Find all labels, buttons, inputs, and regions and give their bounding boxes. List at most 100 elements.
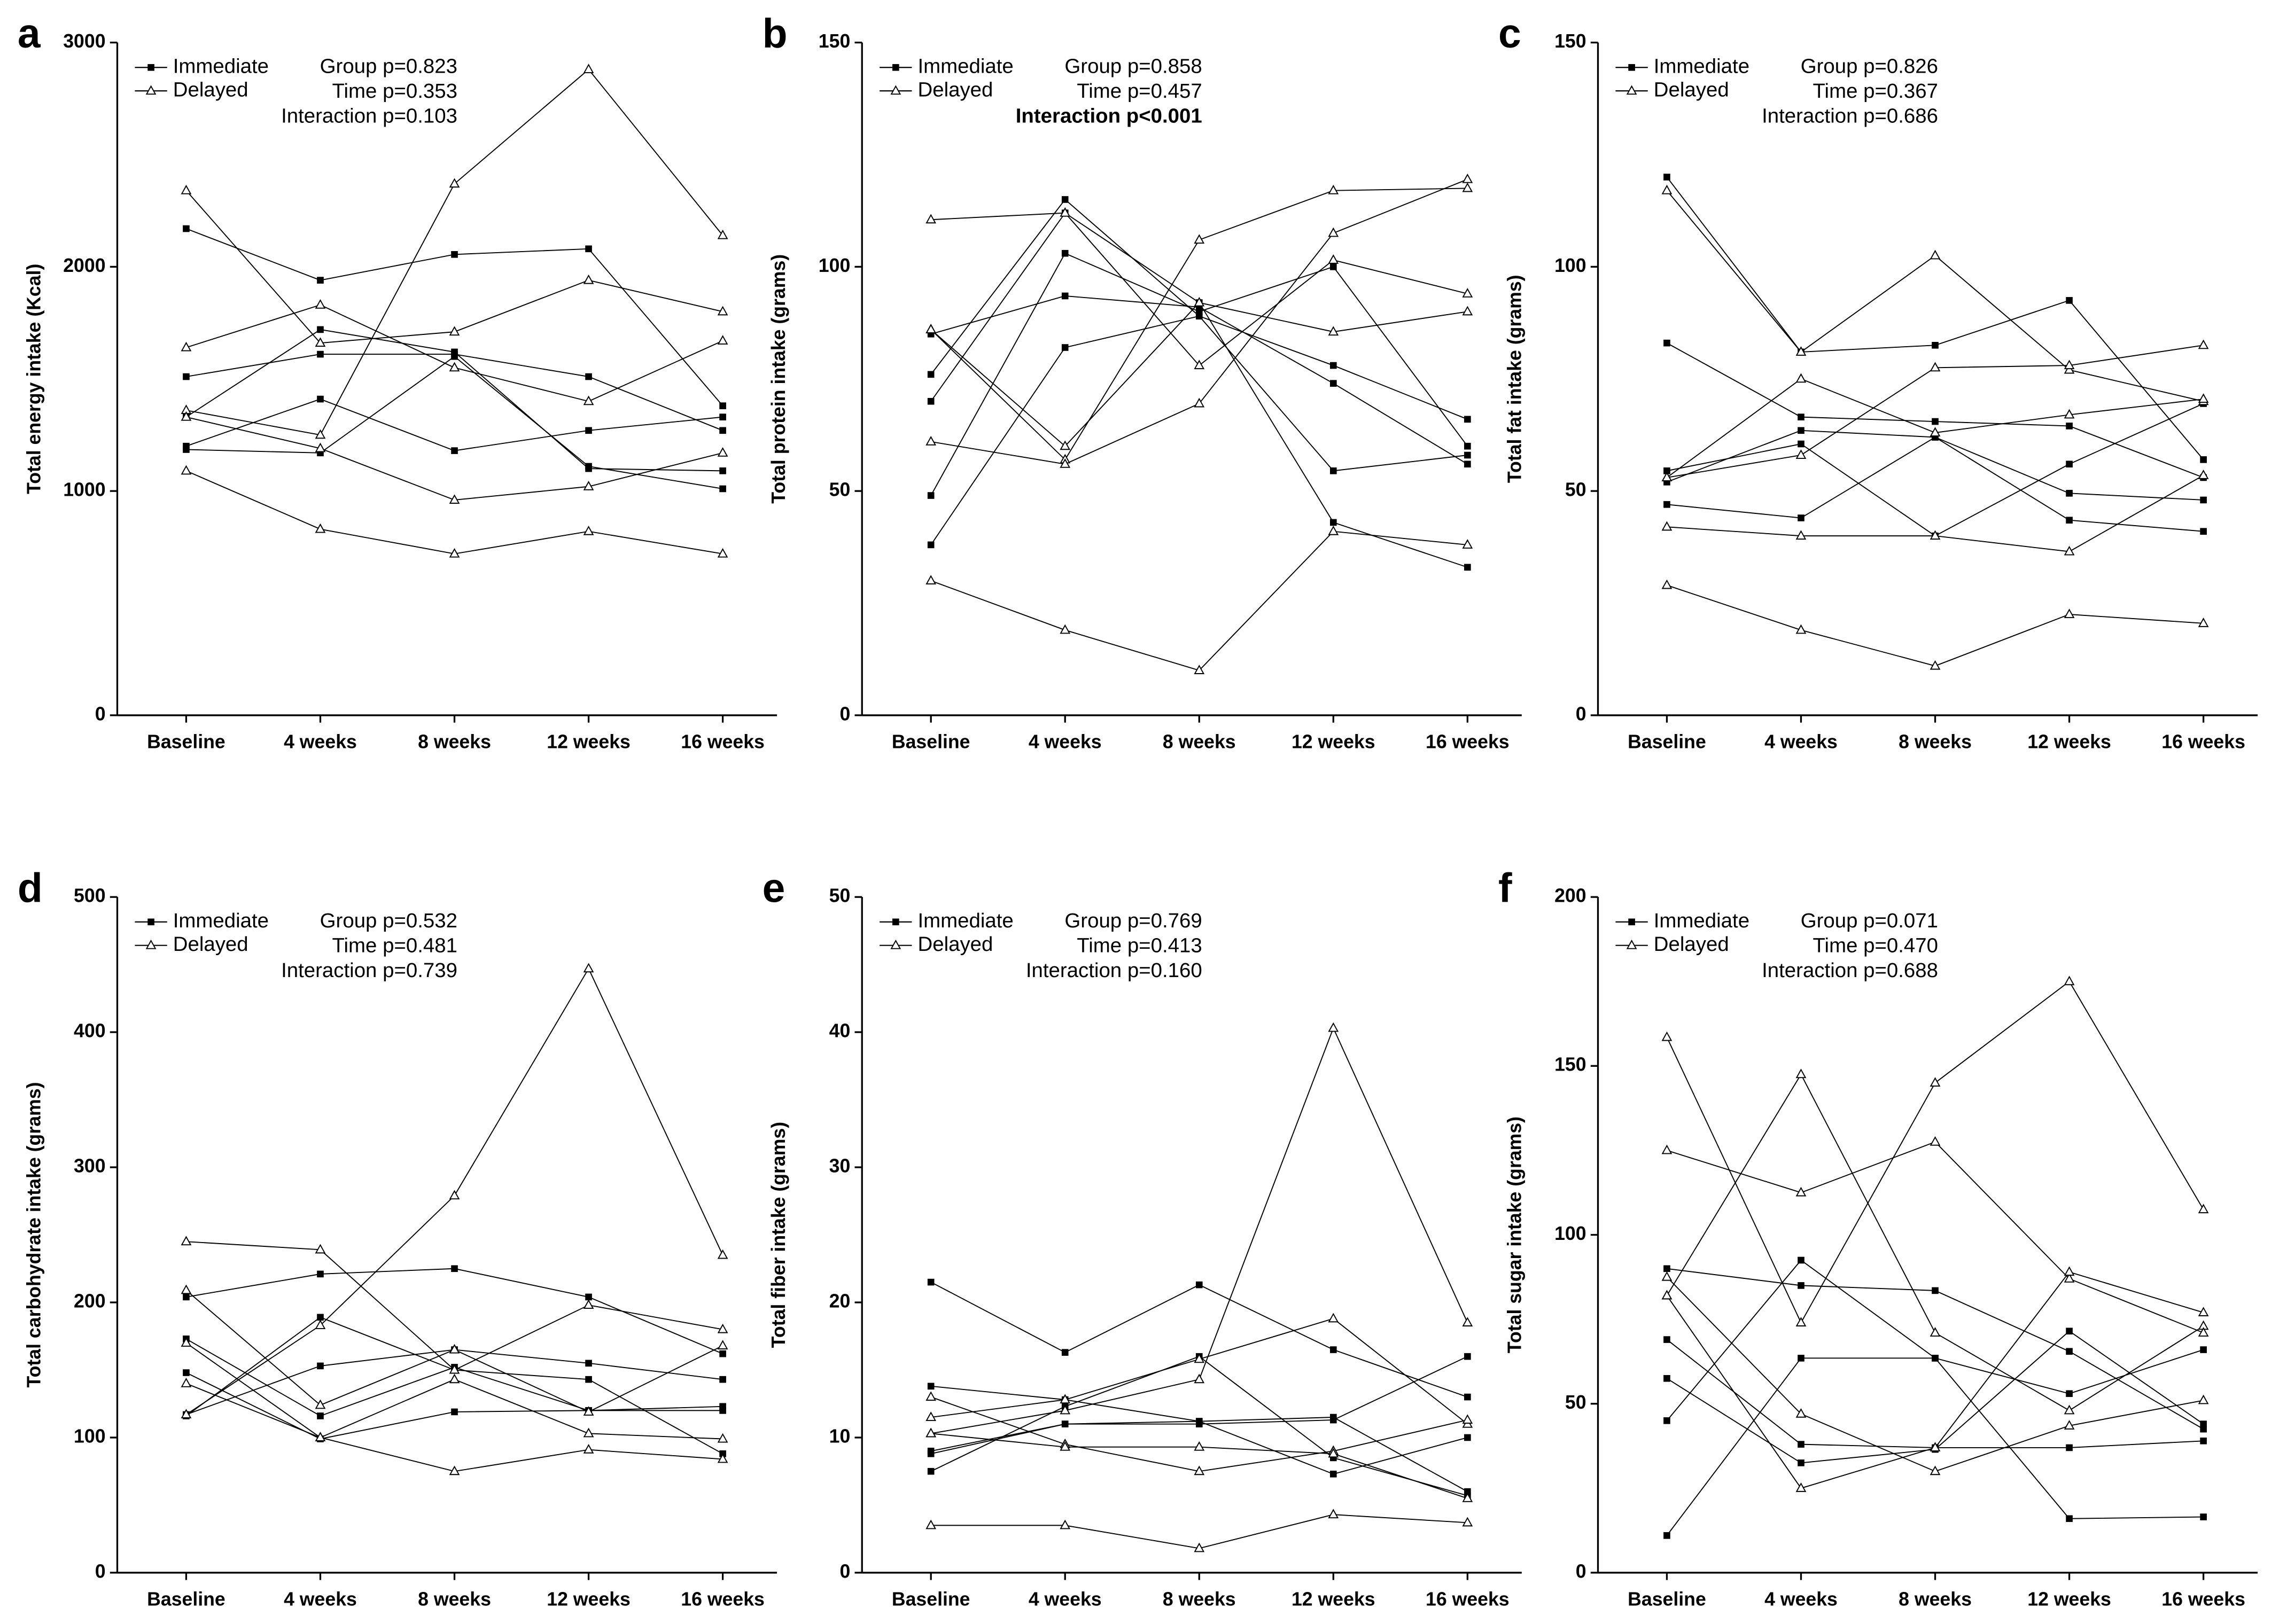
triangle-marker bbox=[1661, 1031, 1673, 1041]
square-marker bbox=[927, 541, 935, 549]
stat-label: Time p=0.413 bbox=[1077, 934, 1202, 957]
square-marker bbox=[927, 1383, 935, 1390]
subject-line bbox=[1667, 1141, 2204, 1333]
triangle-marker bbox=[1661, 579, 1673, 589]
triangle-marker bbox=[1194, 1441, 1205, 1451]
subject-line bbox=[1667, 474, 2204, 552]
triangle-marker bbox=[1661, 1271, 1673, 1281]
triangle-marker bbox=[2064, 975, 2075, 986]
stat-label: Group p=0.826 bbox=[1801, 54, 1938, 77]
square-marker bbox=[585, 1376, 592, 1383]
y-axis-label: Total sugar intake (grams) bbox=[1504, 1116, 1525, 1353]
square-marker bbox=[183, 1293, 190, 1301]
triangle-marker bbox=[1795, 1408, 1807, 1418]
y-tick-label: 0 bbox=[839, 1560, 850, 1582]
square-marker bbox=[1798, 440, 1804, 448]
triangle-marker bbox=[2064, 1266, 2075, 1276]
y-axis-label: Total protein intake (grams) bbox=[768, 254, 789, 504]
y-tick-label: 40 bbox=[829, 1020, 851, 1042]
x-tick-label: 4 weeks bbox=[1764, 1588, 1838, 1610]
triangle-marker bbox=[1060, 440, 1071, 450]
square-marker bbox=[1798, 1459, 1804, 1466]
triangle-marker bbox=[2198, 618, 2209, 627]
square-marker bbox=[1663, 339, 1670, 347]
triangle-marker bbox=[1462, 306, 1473, 316]
subject-line bbox=[185, 190, 723, 344]
square-marker bbox=[585, 1360, 592, 1367]
triangle-marker bbox=[925, 1427, 937, 1438]
triangle-marker bbox=[583, 395, 594, 405]
triangle-marker bbox=[449, 362, 460, 372]
y-tick-label: 150 bbox=[1554, 1054, 1586, 1075]
square-marker bbox=[1798, 1355, 1804, 1362]
x-tick-label: Baseline bbox=[1628, 731, 1706, 752]
square-marker bbox=[451, 1265, 458, 1272]
x-tick-label: 12 weeks bbox=[2027, 731, 2111, 752]
square-marker bbox=[451, 353, 458, 360]
triangle-marker bbox=[583, 1443, 594, 1454]
y-tick-label: 1000 bbox=[63, 479, 105, 501]
square-marker bbox=[719, 413, 726, 420]
subject-line bbox=[186, 356, 723, 489]
triangle-marker bbox=[717, 1249, 728, 1259]
triangle-marker bbox=[1795, 373, 1807, 383]
square-marker bbox=[1464, 1353, 1471, 1360]
x-tick-label: Baseline bbox=[1628, 1588, 1706, 1610]
stat-label: Interaction p=0.103 bbox=[281, 105, 457, 128]
triangle-marker bbox=[1060, 458, 1071, 468]
triangle-marker bbox=[925, 1411, 937, 1422]
square-marker bbox=[927, 1278, 935, 1286]
subject-line bbox=[931, 1385, 1468, 1475]
square-marker bbox=[1932, 1355, 1939, 1362]
square-marker bbox=[183, 373, 190, 380]
square-marker bbox=[927, 1450, 935, 1457]
square-marker bbox=[1464, 564, 1471, 571]
y-tick-label: 50 bbox=[1565, 479, 1586, 501]
square-marker bbox=[719, 485, 726, 493]
triangle-marker bbox=[925, 1391, 937, 1401]
square-marker bbox=[2200, 1420, 2207, 1427]
triangle-marker bbox=[1795, 1186, 1807, 1197]
legend-label: Delayed bbox=[917, 78, 993, 101]
legend-label: Delayed bbox=[1654, 78, 1729, 101]
triangle-marker bbox=[1462, 539, 1473, 549]
square-marker bbox=[1798, 413, 1804, 420]
triangle-marker bbox=[1795, 449, 1807, 459]
y-axis-label: Total carbohydrate intake (grams) bbox=[23, 1082, 44, 1388]
triangle-marker bbox=[449, 1364, 460, 1374]
legend-marker bbox=[890, 939, 901, 949]
triangle-marker bbox=[315, 1399, 326, 1409]
triangle-marker bbox=[1060, 1519, 1071, 1529]
square-marker bbox=[317, 326, 324, 333]
square-marker bbox=[1663, 1265, 1670, 1272]
square-marker bbox=[317, 277, 324, 284]
legend-label: Immediate bbox=[917, 54, 1013, 77]
square-marker bbox=[2200, 1425, 2207, 1433]
square-marker bbox=[1798, 1282, 1804, 1289]
square-marker bbox=[1329, 1346, 1337, 1353]
y-tick-label: 150 bbox=[1554, 30, 1586, 52]
triangle-marker bbox=[1194, 234, 1205, 244]
y-tick-label: 100 bbox=[1554, 255, 1586, 276]
square-marker bbox=[1329, 1414, 1337, 1421]
y-tick-label: 200 bbox=[74, 1290, 106, 1311]
square-marker bbox=[1932, 1287, 1939, 1294]
triangle-marker bbox=[1930, 249, 1941, 260]
square-marker bbox=[451, 1408, 458, 1416]
square-marker bbox=[1663, 501, 1670, 508]
y-tick-label: 50 bbox=[1565, 1392, 1586, 1413]
triangle-marker bbox=[181, 1236, 192, 1246]
x-tick-label: Baseline bbox=[147, 731, 225, 752]
triangle-marker bbox=[2064, 1420, 2075, 1430]
square-marker bbox=[927, 371, 935, 378]
triangle-marker bbox=[1060, 207, 1071, 217]
triangle-marker bbox=[925, 575, 937, 585]
y-tick-label: 500 bbox=[74, 885, 106, 907]
triangle-marker bbox=[315, 1320, 326, 1330]
legend-label: Delayed bbox=[173, 78, 248, 101]
square-marker bbox=[183, 1369, 190, 1376]
triangle-marker bbox=[449, 1373, 460, 1384]
stat-label: Interaction p<0.001 bbox=[1016, 105, 1202, 128]
triangle-marker bbox=[449, 1190, 460, 1200]
x-tick-label: 8 weeks bbox=[1163, 1588, 1236, 1610]
